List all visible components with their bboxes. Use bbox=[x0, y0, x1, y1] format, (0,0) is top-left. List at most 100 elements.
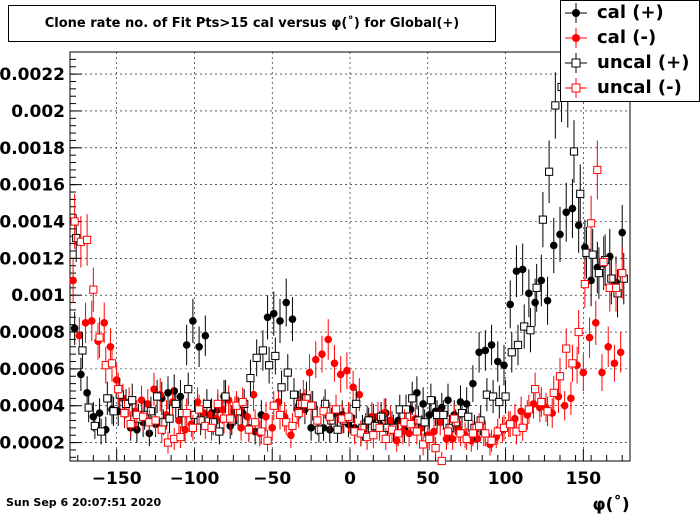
data-point bbox=[265, 361, 274, 370]
data-point bbox=[588, 250, 597, 259]
data-point bbox=[175, 416, 183, 425]
data-point bbox=[249, 390, 258, 399]
data-point bbox=[364, 416, 373, 425]
data-point bbox=[333, 425, 342, 434]
data-point bbox=[531, 385, 540, 394]
data-point bbox=[107, 359, 117, 368]
data-point bbox=[468, 429, 477, 438]
data-point bbox=[196, 416, 205, 425]
data-point bbox=[189, 317, 197, 325]
data-point bbox=[271, 351, 280, 361]
data-point bbox=[282, 298, 291, 307]
legend-item-uncal-plus: uncal (+) bbox=[561, 51, 699, 75]
data-point bbox=[532, 283, 541, 292]
x-tick-label: −50 bbox=[253, 469, 291, 489]
data-point bbox=[182, 408, 191, 418]
data-point bbox=[330, 359, 339, 368]
data-point bbox=[618, 228, 627, 237]
data-point bbox=[294, 408, 303, 418]
data-point bbox=[489, 392, 498, 401]
data-point bbox=[513, 340, 523, 350]
data-point bbox=[150, 385, 158, 393]
data-point bbox=[512, 267, 521, 276]
data-point bbox=[170, 387, 179, 395]
data-point bbox=[549, 241, 558, 250]
data-point bbox=[77, 370, 85, 379]
data-point bbox=[75, 331, 84, 340]
data-point bbox=[394, 429, 403, 438]
data-point bbox=[464, 412, 473, 421]
legend-label-uncal-plus: uncal (+) bbox=[597, 52, 690, 73]
data-point bbox=[157, 425, 166, 434]
data-point bbox=[543, 296, 552, 305]
data-point bbox=[139, 412, 148, 421]
data-point bbox=[381, 434, 390, 443]
data-point bbox=[153, 392, 162, 401]
data-point bbox=[616, 348, 625, 357]
data-point bbox=[506, 420, 515, 429]
legend-marker-cal-plus bbox=[565, 3, 587, 23]
data-point bbox=[587, 219, 596, 228]
data-point bbox=[425, 434, 434, 443]
data-point bbox=[176, 392, 185, 401]
data-point bbox=[537, 276, 546, 285]
x-tick-label: 0 bbox=[344, 469, 356, 489]
data-point bbox=[126, 420, 135, 429]
data-point bbox=[585, 333, 594, 342]
x-axis-label: φ(˚) bbox=[592, 493, 629, 514]
data-point bbox=[97, 427, 106, 436]
data-point bbox=[114, 385, 123, 394]
data-point bbox=[551, 101, 560, 110]
data-point bbox=[569, 147, 579, 156]
data-point bbox=[355, 390, 364, 399]
data-point bbox=[146, 407, 155, 416]
data-point bbox=[100, 319, 109, 327]
data-point bbox=[202, 399, 211, 408]
x-tick-label: 50 bbox=[416, 469, 440, 489]
data-point bbox=[369, 431, 378, 440]
y-tick-label: 0.0014 bbox=[0, 212, 65, 232]
data-point bbox=[495, 397, 504, 407]
data-point bbox=[506, 300, 515, 309]
data-point bbox=[579, 368, 588, 377]
data-point bbox=[319, 407, 328, 416]
data-point bbox=[151, 416, 160, 425]
data-point bbox=[408, 394, 417, 403]
data-point bbox=[448, 435, 457, 443]
data-point bbox=[269, 309, 278, 318]
data-point bbox=[283, 368, 292, 377]
data-point bbox=[525, 289, 533, 298]
data-point bbox=[437, 456, 446, 466]
data-point bbox=[580, 280, 589, 289]
data-point bbox=[246, 373, 255, 383]
data-point bbox=[276, 317, 284, 325]
x-tick-label: −150 bbox=[92, 469, 142, 489]
legend-label-cal-plus: cal (+) bbox=[597, 2, 664, 23]
data-point bbox=[537, 397, 546, 407]
data-point bbox=[591, 319, 600, 327]
y-tick-label: 0.001 bbox=[11, 286, 65, 306]
data-point bbox=[487, 341, 496, 349]
data-point bbox=[263, 313, 272, 322]
data-point bbox=[69, 276, 77, 285]
y-tick-label: 0.0006 bbox=[0, 360, 65, 380]
data-point bbox=[430, 427, 438, 436]
data-point bbox=[336, 370, 345, 379]
data-point bbox=[182, 341, 191, 349]
data-point bbox=[262, 412, 270, 421]
data-point bbox=[375, 423, 384, 432]
data-point bbox=[538, 215, 547, 224]
data-point bbox=[567, 394, 575, 403]
data-point bbox=[258, 346, 267, 355]
legend-item-uncal-minus: uncal (-) bbox=[561, 76, 699, 100]
data-point bbox=[437, 403, 446, 412]
data-point bbox=[349, 383, 357, 392]
data-point bbox=[289, 390, 299, 399]
data-point bbox=[165, 414, 174, 423]
data-point bbox=[599, 257, 608, 267]
data-point bbox=[518, 423, 527, 432]
data-point bbox=[244, 425, 253, 434]
data-point bbox=[176, 432, 185, 442]
data-point bbox=[405, 429, 413, 438]
y-tick-label: 0.0008 bbox=[0, 323, 65, 343]
